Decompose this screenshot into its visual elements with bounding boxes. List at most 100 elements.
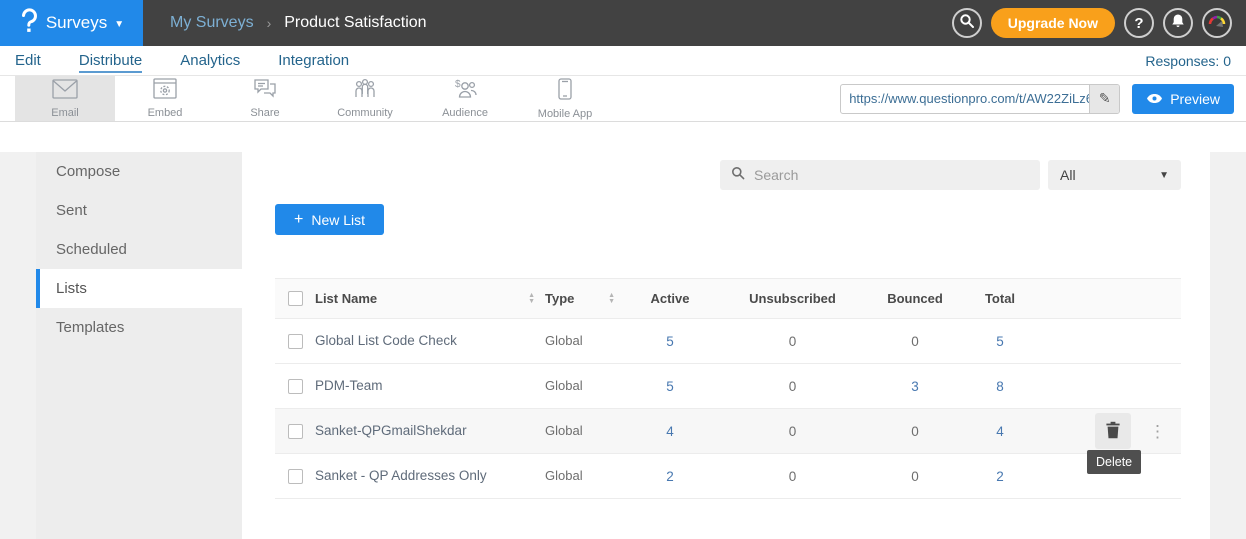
unsubscribed-count: 0: [788, 423, 797, 439]
sidebar-item-lists[interactable]: Lists: [36, 269, 242, 308]
delete-list-button[interactable]: [1095, 413, 1131, 449]
tab-analytics[interactable]: Analytics: [180, 52, 241, 69]
row-checkbox[interactable]: [287, 468, 303, 484]
table-row: Sanket-QPGmailShekdar Global 4 0 0 4 ⋮ D…: [275, 409, 1181, 474]
total-count[interactable]: 8: [996, 378, 1004, 394]
total-count[interactable]: 5: [996, 333, 1004, 349]
bell-icon: [1170, 13, 1186, 33]
unsubscribed-count: 0: [788, 378, 797, 394]
preview-label: Preview: [1170, 90, 1220, 107]
active-count[interactable]: 5: [666, 378, 674, 394]
list-name-link[interactable]: Sanket-QPGmailShekdar: [315, 423, 467, 438]
sidebar-item-compose[interactable]: Compose: [56, 163, 121, 180]
bounced-count: 0: [911, 468, 919, 484]
row-checkbox[interactable]: [287, 333, 303, 349]
community-icon: [352, 78, 378, 104]
list-type: Global: [545, 423, 583, 438]
account-menu-button[interactable]: [1202, 8, 1232, 38]
new-list-button[interactable]: + New List: [275, 204, 385, 235]
select-all-checkbox[interactable]: [287, 291, 303, 306]
dashboard-gauge-avatar-icon: [1207, 12, 1227, 34]
search-icon: [731, 166, 745, 185]
more-options-icon[interactable]: ⋮: [1149, 421, 1166, 441]
question-mark-icon: ?: [1134, 14, 1144, 32]
survey-tabs: Edit Distribute Analytics Integration Re…: [0, 46, 1246, 76]
col-list-name[interactable]: List Name: [315, 291, 378, 306]
lists-table: List Name ▲ ▼ Type ▲ ▼ Active Unsubscribed…: [275, 278, 1181, 499]
chevron-down-icon: ▼: [114, 18, 125, 30]
sort-icon[interactable]: ▲ ▼: [528, 291, 535, 305]
notifications-button[interactable]: [1163, 8, 1193, 38]
audience-icon: $: [452, 78, 478, 104]
breadcrumb-separator: ›: [266, 15, 272, 31]
breadcrumb-my-surveys[interactable]: My Surveys: [170, 14, 254, 31]
list-name-link[interactable]: Global List Code Check: [315, 333, 457, 348]
upgrade-now-button[interactable]: Upgrade Now: [990, 8, 1115, 38]
sidebar-item-scheduled[interactable]: Scheduled: [56, 241, 127, 258]
tab-distribute[interactable]: Distribute: [78, 48, 143, 73]
new-list-label: New List: [311, 211, 366, 228]
email-sidebar: Compose Sent Scheduled Lists Templates: [36, 152, 242, 539]
breadcrumb: My Surveys › Product Satisfaction: [170, 14, 427, 32]
total-count[interactable]: 2: [996, 468, 1004, 484]
eye-icon: [1146, 91, 1163, 107]
search-placeholder: Search: [754, 167, 799, 183]
toolbar-item-share[interactable]: Share: [215, 76, 315, 121]
survey-url-field[interactable]: https://www.questionpro.com/t/AW22ZiLz6 …: [840, 83, 1121, 114]
trash-icon: [1103, 420, 1123, 443]
sidebar-item-templates[interactable]: Templates: [56, 319, 125, 336]
mobile-app-icon: [558, 77, 572, 105]
chevron-down-icon: ▼: [1159, 169, 1169, 181]
email-icon: [52, 78, 78, 104]
toolbar-label: Community: [337, 107, 393, 119]
col-type[interactable]: Type: [545, 291, 575, 306]
search-icon: [959, 13, 975, 33]
filter-row: Search All ▼: [242, 160, 1181, 190]
tab-integration[interactable]: Integration: [278, 52, 350, 69]
list-type: Global: [545, 333, 583, 348]
svg-text:$: $: [455, 79, 461, 90]
col-active: Active: [650, 291, 690, 306]
distribute-toolbar: Email Embed Share Community $ Audience M…: [0, 76, 1246, 122]
row-actions: ⋮ Delete: [1040, 409, 1181, 474]
toolbar-right: https://www.questionpro.com/t/AW22ZiLz6 …: [840, 76, 1246, 121]
delete-tooltip: Delete: [1087, 450, 1142, 474]
toolbar-item-community[interactable]: Community: [315, 76, 415, 121]
table-row: Global List Code Check Global 5 0 0 5: [275, 319, 1181, 364]
list-filter-dropdown[interactable]: All ▼: [1048, 160, 1181, 190]
col-total: Total: [984, 291, 1016, 306]
bounced-count: 0: [911, 333, 919, 349]
sidebar-item-sent[interactable]: Sent: [56, 202, 87, 219]
app-switcher[interactable]: Surveys ▼: [0, 0, 143, 46]
toolbar-item-email[interactable]: Email: [15, 76, 115, 121]
total-count[interactable]: 4: [996, 423, 1004, 439]
breadcrumb-current-survey: Product Satisfaction: [284, 14, 427, 31]
sort-icon[interactable]: ▲ ▼: [608, 291, 615, 305]
list-type: Global: [545, 468, 583, 483]
table-row: PDM-Team Global 5 0 3 8: [275, 364, 1181, 409]
search-button[interactable]: [951, 8, 982, 38]
help-button[interactable]: ?: [1124, 8, 1154, 38]
active-count[interactable]: 4: [666, 423, 674, 439]
toolbar-item-mobile-app[interactable]: Mobile App: [515, 76, 615, 121]
survey-url-value[interactable]: https://www.questionpro.com/t/AW22ZiLz6: [849, 90, 1090, 106]
bounced-count: 0: [911, 423, 919, 439]
row-checkbox[interactable]: [287, 378, 303, 394]
preview-button[interactable]: Preview: [1132, 83, 1234, 114]
list-name-link[interactable]: Sanket - QP Addresses Only: [315, 468, 487, 483]
active-count[interactable]: 5: [666, 333, 674, 349]
toolbar-label: Mobile App: [537, 107, 593, 120]
search-input[interactable]: Search: [720, 160, 1040, 190]
list-name-link[interactable]: PDM-Team: [315, 378, 383, 393]
active-count[interactable]: 2: [666, 468, 674, 484]
embed-icon: [153, 78, 177, 104]
toolbar-item-embed[interactable]: Embed: [115, 76, 215, 121]
row-checkbox[interactable]: [287, 423, 303, 439]
bounced-count[interactable]: 3: [911, 378, 919, 394]
edit-url-button[interactable]: ✎: [1089, 84, 1120, 113]
tab-edit[interactable]: Edit: [15, 52, 41, 69]
toolbar-label: Share: [250, 107, 280, 119]
filter-selected-value: All: [1060, 167, 1076, 183]
toolbar-item-audience[interactable]: $ Audience: [415, 76, 515, 121]
responses-count[interactable]: Responses: 0: [1145, 52, 1231, 69]
